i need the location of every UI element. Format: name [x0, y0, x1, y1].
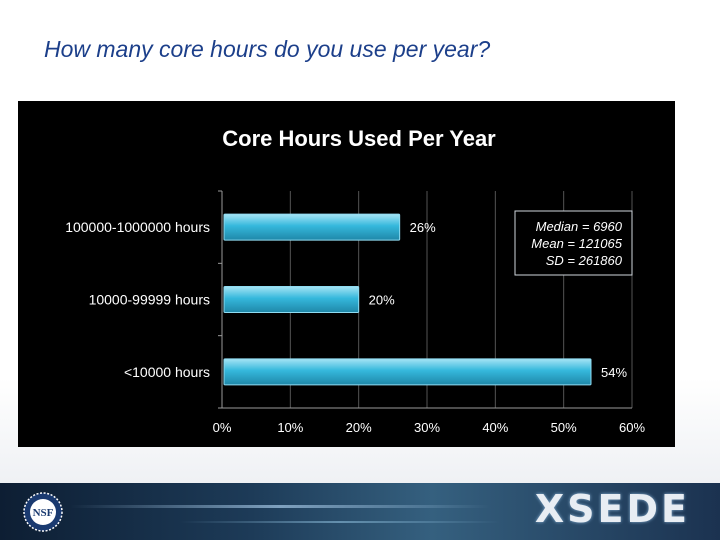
chart-title: Core Hours Used Per Year	[222, 126, 496, 151]
bar	[223, 285, 360, 314]
data-label: 26%	[410, 220, 436, 235]
category-label: 100000-1000000 hours	[65, 219, 210, 235]
data-label: 54%	[601, 365, 627, 380]
annotation-median: Median = 6960	[536, 219, 623, 234]
category-label: 10000-99999 hours	[89, 292, 210, 308]
data-label: 20%	[369, 293, 395, 308]
annotation-sd: SD = 261860	[546, 253, 623, 268]
bar-chart: Core Hours Used Per Year 100000-1000000 …	[65, 126, 645, 435]
nsf-logo: NSF	[23, 492, 63, 532]
stats-annotation-box: Median = 6960 Mean = 121065 SD = 261860	[514, 210, 633, 276]
x-tick-label: 60%	[619, 420, 645, 435]
x-tick-label: 0%	[213, 420, 232, 435]
nsf-logo-text: NSF	[33, 507, 54, 519]
annotation-mean: Mean = 121065	[531, 236, 622, 251]
footer-light-streak	[70, 505, 490, 508]
bar	[223, 358, 592, 386]
chart-container: Core Hours Used Per Year 100000-1000000 …	[18, 101, 675, 447]
x-tick-label: 10%	[277, 420, 303, 435]
footer-light-streak	[180, 521, 500, 523]
category-label: <10000 hours	[124, 364, 210, 380]
x-tick-label: 20%	[346, 420, 372, 435]
x-tick-label: 50%	[551, 420, 577, 435]
xsede-logo: XSEDE	[534, 487, 690, 531]
footer-banner: NSF XSEDE	[0, 483, 720, 540]
x-tick-label: 30%	[414, 420, 440, 435]
x-tick-label: 40%	[482, 420, 508, 435]
bar	[223, 213, 401, 241]
slide-title: How many core hours do you use per year?	[44, 36, 491, 62]
